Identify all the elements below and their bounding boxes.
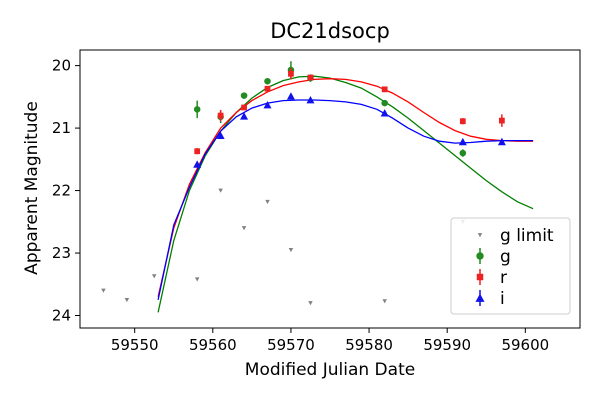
data-point-r: [241, 104, 247, 111]
data-point-g: [459, 149, 467, 157]
data-point-g-limit: [382, 299, 387, 304]
y-axis-label: Apparent Magnitude: [22, 101, 42, 275]
data-point-g-limit: [308, 301, 313, 306]
y-tick-label: 21: [52, 119, 71, 137]
data-point-g-limit: [124, 297, 130, 303]
y-tick-label: 23: [52, 244, 71, 262]
data-point-g: [381, 99, 388, 107]
data-point-i: [458, 137, 467, 146]
data-point-g-limit: [101, 288, 106, 293]
axis-ticks: 59550 59560 59570 59580 59590 59600 20 21 22 23 24: [52, 57, 549, 354]
data-point-g-limit: [151, 274, 157, 279]
data-point-g-limit: [288, 247, 294, 253]
x-axis-label: Modified Julian Date: [245, 360, 415, 380]
data-point-i: [240, 112, 249, 120]
data-point-i: [497, 137, 506, 146]
x-tick-label: 59590: [423, 336, 471, 354]
x-tick-label: 59600: [501, 336, 549, 354]
legend-label: i: [500, 289, 505, 309]
data-point-i: [263, 100, 272, 109]
model-curve: [157, 99, 534, 301]
data-point-i: [380, 109, 389, 117]
data-point-r: [381, 86, 388, 93]
legend-marker: [477, 233, 483, 238]
legend-marker: [476, 273, 484, 281]
data-point-g: [240, 92, 248, 99]
x-tick-label: 59560: [189, 336, 237, 354]
data-point-g: [264, 77, 271, 85]
legend-marker: [475, 293, 485, 302]
data-point-r: [498, 117, 505, 124]
legend-label: g limit: [500, 226, 554, 246]
data-point-g-limit: [265, 199, 270, 205]
data-markers: [101, 61, 506, 306]
data-point-i: [286, 92, 295, 100]
data-point-r: [307, 74, 314, 81]
y-tick-label: 20: [52, 57, 71, 75]
chart-title: DC21dsocp: [270, 19, 390, 43]
data-point-g-limit: [218, 188, 223, 193]
data-point-r: [217, 112, 224, 119]
data-point-r: [264, 85, 271, 92]
data-point-g-limit: [241, 226, 247, 231]
data-point-i: [306, 95, 315, 104]
x-tick-label: 59550: [111, 336, 159, 354]
y-tick-label: 22: [52, 182, 71, 200]
data-point-i: [216, 131, 225, 139]
model-curves: [157, 75, 534, 313]
plot-frame: [79, 49, 581, 329]
x-tick-label: 59580: [345, 336, 393, 354]
data-point-i: [193, 160, 202, 168]
data-point-g: [193, 106, 201, 113]
x-tick-label: 59570: [267, 336, 315, 354]
legend-marker: [476, 252, 484, 260]
data-point-g-limit: [194, 277, 200, 282]
data-point-r: [288, 70, 294, 77]
data-point-r: [194, 148, 201, 155]
legend-label: g: [500, 247, 511, 267]
data-point-r: [459, 118, 466, 125]
y-tick-label: 24: [52, 307, 71, 325]
legend-label: r: [500, 268, 507, 288]
model-curve: [157, 78, 534, 297]
